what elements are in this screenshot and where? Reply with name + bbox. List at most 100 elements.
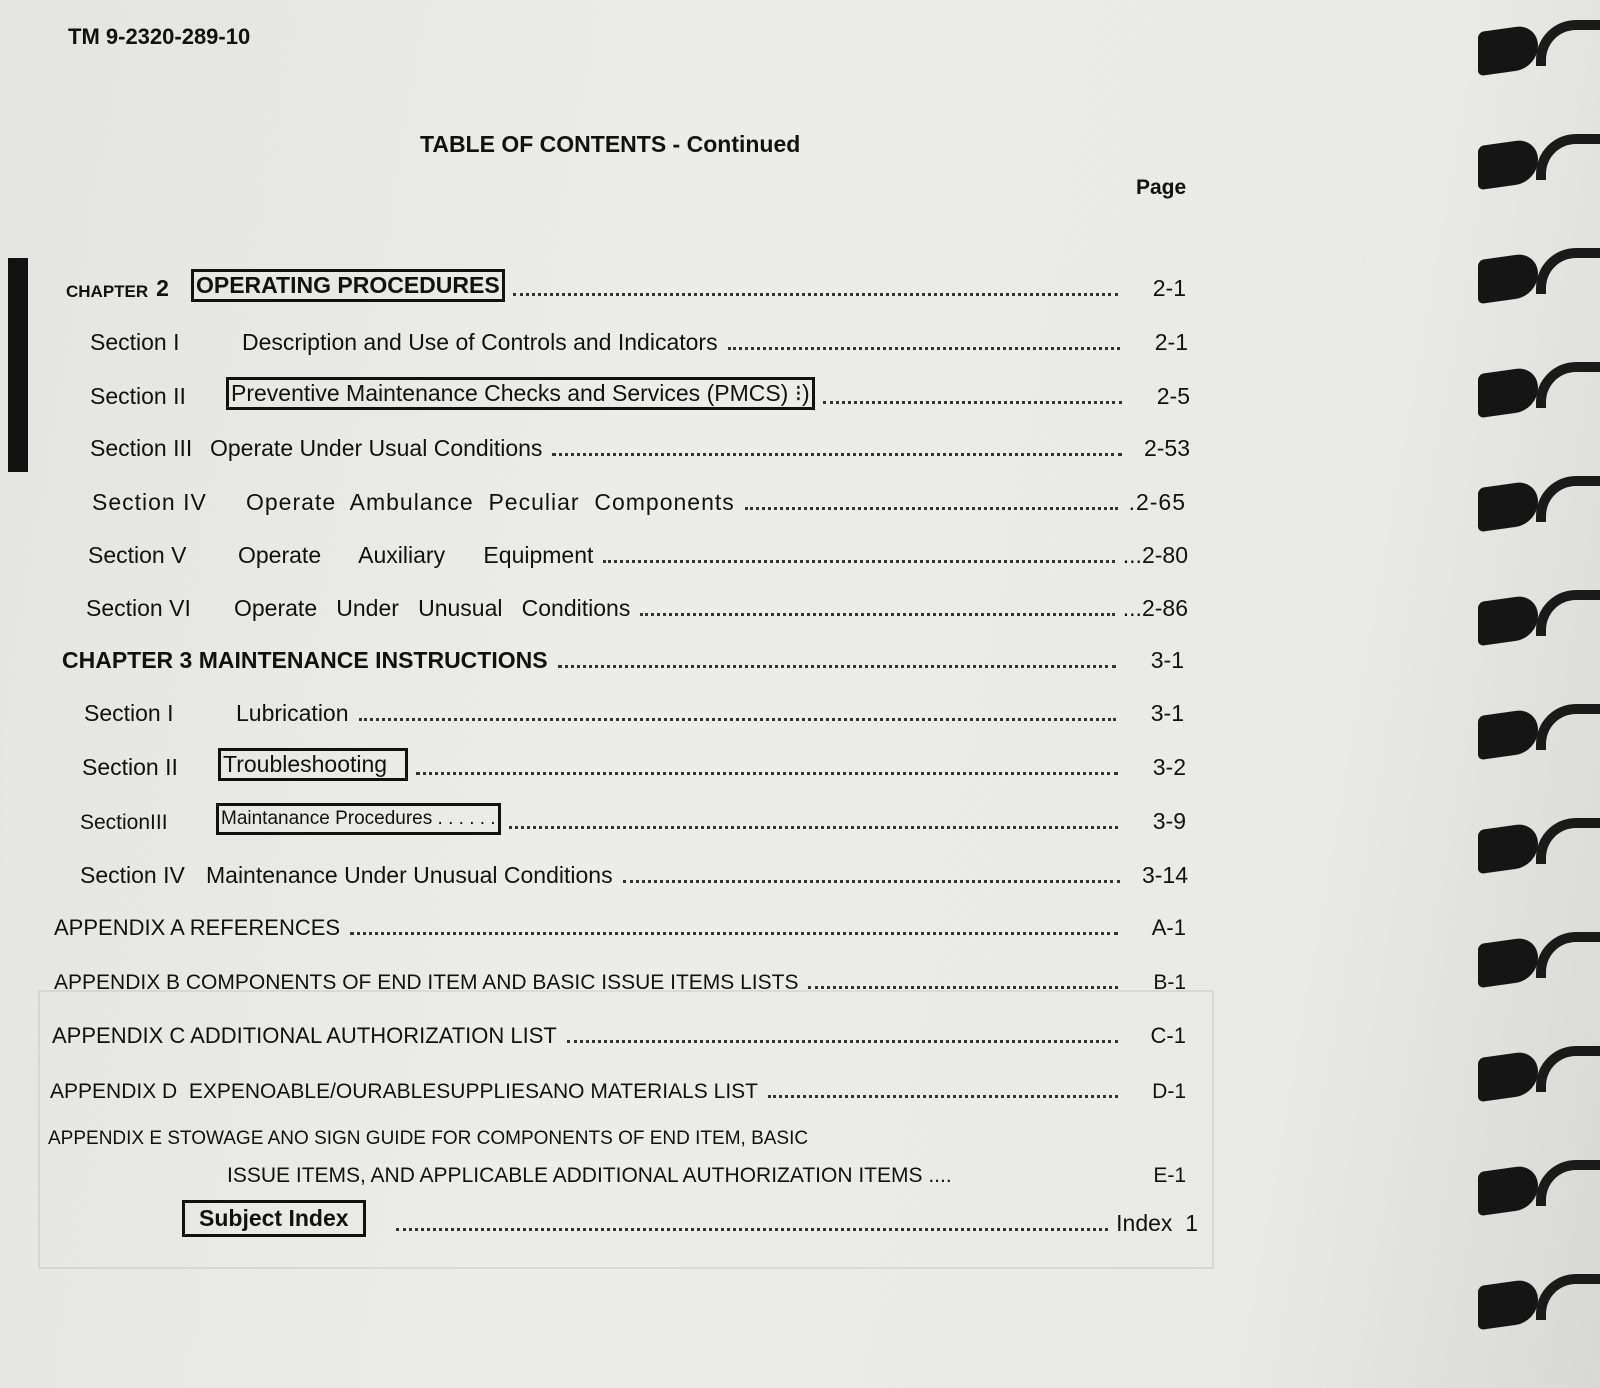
section-title: Troubleshooting (218, 748, 409, 781)
appendix-title: APPENDIX D EXPENOABLE/OURABLESUPPLIESANO… (50, 1080, 759, 1103)
spiral-ring (1478, 476, 1600, 534)
dot-leader (552, 453, 1122, 456)
page-column-label: Page (1136, 176, 1187, 199)
page-number: 3-2 (1152, 754, 1186, 780)
change-bar (8, 258, 28, 472)
spiral-ring (1478, 248, 1600, 306)
page-number: .2-65 (1128, 489, 1186, 515)
section-label: Section V (88, 542, 187, 568)
dot-leader (512, 293, 1118, 296)
toc-section[interactable]: Section III Operate Under Usual Conditio… (90, 430, 1190, 462)
dot-leader (768, 1095, 1118, 1098)
dot-leader (566, 1040, 1118, 1043)
section-title: Operate Auxiliary Equipment (238, 542, 594, 568)
section-label: SectionIII (80, 811, 168, 834)
toc-section[interactable]: Section II Troubleshooting 3-2 (82, 748, 1186, 781)
page-number: 3-9 (1152, 808, 1186, 834)
page-number: 2-53 (1143, 435, 1190, 461)
subject-index-title: Subject Index (182, 1200, 366, 1237)
page-number: 3-1 (1150, 647, 1184, 673)
toc-chapter-3[interactable]: CHAPTER 3 MAINTENANCE INSTRUCTIONS 3-1 (60, 642, 1184, 674)
spiral-ring (1478, 590, 1600, 648)
section-label: Section VI (86, 595, 191, 621)
toc-subject-index[interactable]: Subject Index Index 1 (182, 1200, 1198, 1237)
section-label: Section IV (80, 862, 185, 888)
dot-leader (744, 507, 1118, 510)
chapter-title: CHAPTER 3 MAINTENANCE INSTRUCTIONS (62, 647, 548, 673)
dot-leader (640, 613, 1115, 616)
page-number: 2-1 (1154, 329, 1188, 355)
toc-section[interactable]: SectionIII Maintanance Procedures . . . … (80, 803, 1186, 835)
toc-section[interactable]: Section IV Maintenance Under Unusual Con… (80, 857, 1188, 889)
spiral-ring (1478, 704, 1600, 762)
section-label: Section II (90, 383, 186, 409)
appendix-title-line2: ISSUE ITEMS, AND APPLICABLE ADDITIONAL A… (227, 1164, 952, 1187)
dot-leader (822, 401, 1122, 404)
chapter-title: OPERATING PROCEDURES (190, 269, 505, 302)
toc-appendix-c[interactable]: APPENDIX C ADDITIONAL AUTHORIZATION LIST… (50, 1017, 1186, 1049)
section-title: Operate Under Unusual Conditions (234, 595, 631, 621)
section-title: Maintenance Under Unusual Conditions (206, 862, 613, 888)
page-number: ...2-80 (1122, 542, 1188, 568)
dot-leader (350, 932, 1118, 935)
page-number: 3-14 (1141, 862, 1188, 888)
spiral-ring (1478, 20, 1600, 78)
page-number: Index 1 (1116, 1210, 1198, 1236)
dot-leader (416, 772, 1118, 775)
section-title: Preventive Maintenance Checks and Servic… (226, 377, 815, 410)
page-number: 2-1 (1152, 275, 1186, 301)
section-title: Maintanance Procedures . . . . . . (216, 803, 501, 835)
section-label: Section I (90, 329, 180, 355)
toc-section[interactable]: Section I Lubrication 3-1 (84, 695, 1184, 727)
spiral-ring (1478, 1046, 1600, 1104)
spiral-ring (1478, 1160, 1600, 1218)
dot-leader (603, 560, 1115, 563)
section-title: Lubrication (236, 700, 349, 726)
toc-appendix-a[interactable]: APPENDIX A REFERENCES A-1 (52, 909, 1186, 941)
appendix-e-title-line1: APPENDIX E STOWAGE ANO SIGN GUIDE FOR CO… (48, 1128, 809, 1149)
appendix-title: APPENDIX A REFERENCES (54, 915, 341, 940)
toc-chapter-2[interactable]: CHAPTER 2 OPERATING PROCEDURES 2-1 (66, 269, 1186, 302)
toc-section[interactable]: Section VI Operate Under Unusual Conditi… (86, 590, 1188, 622)
dot-leader (358, 718, 1116, 721)
dot-leader (622, 880, 1120, 883)
section-title: Operate Ambulance Peculiar Components (246, 489, 735, 515)
page-number: 2-5 (1156, 383, 1190, 409)
toc-section[interactable]: Section V Operate Auxiliary Equipment ..… (88, 537, 1188, 569)
dot-leader (395, 1228, 1109, 1231)
toc-section[interactable]: Section II Preventive Maintenance Checks… (90, 377, 1190, 410)
page-title: TABLE OF CONTENTS - Continued (420, 131, 801, 157)
section-title: Operate Under Usual Conditions (210, 435, 543, 461)
document-number: TM 9-2320-289-10 (68, 24, 251, 49)
page-number: D-1 (1152, 1080, 1186, 1103)
chapter-number: 2 (156, 275, 169, 301)
page-number: B-1 (1153, 971, 1186, 994)
dot-leader (808, 986, 1118, 989)
section-label: Section II (82, 754, 178, 780)
section-label: Section III (90, 435, 193, 461)
toc-appendix-e[interactable]: ISSUE ITEMS, AND APPLICABLE ADDITIONAL A… (225, 1156, 1186, 1188)
toc-section[interactable]: Section IV Operate Ambulance Peculiar Co… (92, 484, 1186, 516)
section-label: Section IV (92, 489, 207, 515)
spiral-ring (1478, 932, 1600, 990)
section-label: Section I (84, 700, 174, 726)
dot-leader (508, 826, 1118, 829)
page-number: 3-1 (1150, 700, 1184, 726)
page-number: ...2-86 (1122, 595, 1188, 621)
dot-leader (557, 665, 1116, 668)
chapter-label: CHAPTER (66, 282, 149, 301)
toc-appendix-b[interactable]: APPENDIX B COMPONENTS OF END ITEM AND BA… (52, 963, 1186, 995)
appendix-title: APPENDIX B COMPONENTS OF END ITEM AND BA… (54, 971, 799, 994)
spiral-ring (1478, 134, 1600, 192)
page-number: C-1 (1150, 1023, 1186, 1048)
spiral-ring (1478, 362, 1600, 420)
toc-appendix-d[interactable]: APPENDIX D EXPENOABLE/OURABLESUPPLIESANO… (48, 1072, 1186, 1104)
spiral-ring (1478, 818, 1600, 876)
dot-leader (727, 347, 1120, 350)
appendix-title: APPENDIX C ADDITIONAL AUTHORIZATION LIST (52, 1023, 557, 1048)
page-number: A-1 (1151, 915, 1186, 940)
spiral-ring (1478, 1274, 1600, 1332)
toc-section[interactable]: Section I Description and Use of Control… (90, 324, 1188, 356)
bleed-through-frame (38, 990, 1214, 1269)
page-number: E-1 (1153, 1164, 1186, 1187)
